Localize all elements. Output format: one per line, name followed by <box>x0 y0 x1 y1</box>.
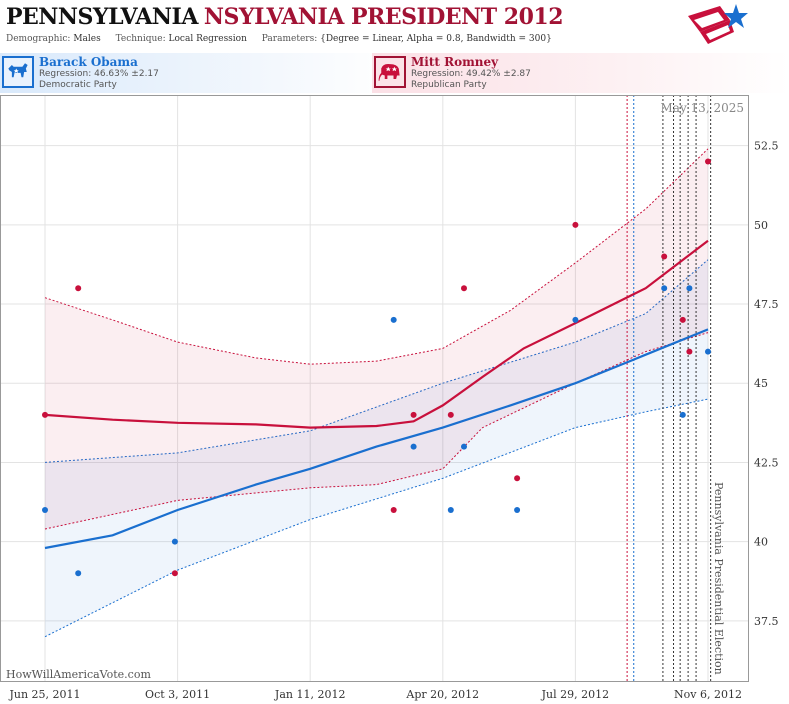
x-tick-label: Apr 20, 2012 <box>405 688 479 701</box>
candidate-rep-party: Republican Party <box>411 80 487 90</box>
dem-poll-point <box>705 348 711 355</box>
rep-upper-bound <box>44 148 709 365</box>
dem-poll-point <box>679 411 686 418</box>
dem-regression-line <box>44 328 709 550</box>
plot-background <box>0 95 789 704</box>
y-tick-label: 47.5 <box>754 298 779 311</box>
y-tick-label: 40 <box>754 536 768 549</box>
candidate-rep-name: Mitt Romney <box>411 55 499 69</box>
dem-poll-point <box>686 285 693 292</box>
candidate-rep-regression: Regression: 49.42% ±2.87 <box>411 69 531 79</box>
rep-poll-point <box>514 475 521 482</box>
regression-lines <box>44 239 709 550</box>
dem-poll-point <box>75 570 82 577</box>
poll-chart: 37.5 40 42.5 45 47.5 50 52.5 Jun 25, 2011 Oct 3,… <box>0 95 789 704</box>
dem-poll-point <box>461 443 467 450</box>
rep-confidence-band <box>45 148 708 530</box>
rep-regression-line <box>44 239 709 429</box>
election-label: Pennsylvania Presidential Election <box>712 482 725 675</box>
rep-poll-point <box>447 411 454 418</box>
grid-lines <box>0 95 748 681</box>
rep-poll-point <box>42 411 48 418</box>
date-stamp: May 13, 2025 <box>661 101 744 115</box>
dem-poll-point <box>390 316 397 323</box>
rep-poll-point <box>171 570 178 577</box>
x-tick-label: Jul 29, 2012 <box>541 688 610 701</box>
poll-points <box>42 158 711 577</box>
technique-label: Technique: <box>115 34 166 44</box>
axes: 37.5 40 42.5 45 47.5 50 52.5 Jun 25, 2011 Oct 3,… <box>8 140 778 701</box>
rep-poll-point <box>661 253 668 260</box>
dem-poll-point <box>410 443 417 450</box>
rep-poll-point <box>390 507 397 513</box>
title-office: NSYLVANIA PRESIDENT 2012 <box>203 4 564 30</box>
dem-poll-point <box>514 507 521 513</box>
dem-upper-bound <box>44 259 709 463</box>
demographic-value: Males <box>73 34 101 44</box>
donkey-icon <box>2 56 34 88</box>
title-state: PENNSYLVANIA <box>6 4 198 30</box>
candidate-dem-regression: Regression: 46.63% ±2.17 <box>39 69 159 79</box>
dem-poll-point <box>661 285 668 292</box>
rep-poll-point <box>572 221 579 228</box>
elephant-icon <box>374 56 406 88</box>
dem-poll-point <box>42 507 48 513</box>
demographic-label: Demographic: <box>6 34 71 44</box>
candidate-rep: Mitt Romney Regression: 49.42% ±2.87 Rep… <box>372 53 789 93</box>
y-tick-label: 37.5 <box>754 615 779 628</box>
candidate-dem: Barack Obama Regression: 46.63% ±2.17 De… <box>0 53 395 93</box>
y-tick-label: 42.5 <box>754 456 779 469</box>
plot-frame <box>0 95 749 682</box>
site-logo-icon <box>688 4 748 44</box>
y-tick-label: 52.5 <box>754 140 779 153</box>
x-tick-label: Nov 6, 2012 <box>674 688 742 701</box>
y-tick-label: 45 <box>754 377 768 390</box>
chart-header: PENNSYLVANIA NSYLVANIA PRESIDENT 2012 Dem… <box>0 0 789 52</box>
y-tick-label: 50 <box>754 219 768 232</box>
rep-poll-point <box>75 285 82 292</box>
parameters-value: {Degree = Linear, Alpha = 0.8, Bandwidth… <box>320 34 552 44</box>
x-tick-label: Jan 11, 2012 <box>274 688 346 701</box>
watermark: HowWillAmericaVote.com <box>6 668 151 681</box>
dem-confidence-band <box>45 259 708 637</box>
x-tick-label: Oct 3, 2011 <box>145 688 210 701</box>
dem-poll-point <box>447 507 454 513</box>
event-lines <box>626 95 712 681</box>
dem-poll-point <box>171 538 178 545</box>
rep-poll-point <box>410 411 417 418</box>
rep-poll-point <box>705 158 711 165</box>
parameters-line: Demographic: Males Technique: Local Regr… <box>6 34 564 44</box>
parameters-label: Parameters: <box>261 34 318 44</box>
chart-title: PENNSYLVANIA NSYLVANIA PRESIDENT 2012 <box>6 4 564 30</box>
dem-lower-bound <box>44 398 709 638</box>
rep-poll-point <box>461 285 467 292</box>
technique-value: Local Regression <box>168 34 247 44</box>
candidate-legend: Barack Obama Regression: 46.63% ±2.17 De… <box>0 53 789 93</box>
rep-poll-point <box>686 348 693 355</box>
dem-poll-point <box>572 316 579 323</box>
candidate-dem-name: Barack Obama <box>39 55 138 69</box>
candidate-dem-party: Democratic Party <box>39 80 117 90</box>
rep-poll-point <box>679 316 686 323</box>
x-tick-label: Jun 25, 2011 <box>8 688 80 701</box>
